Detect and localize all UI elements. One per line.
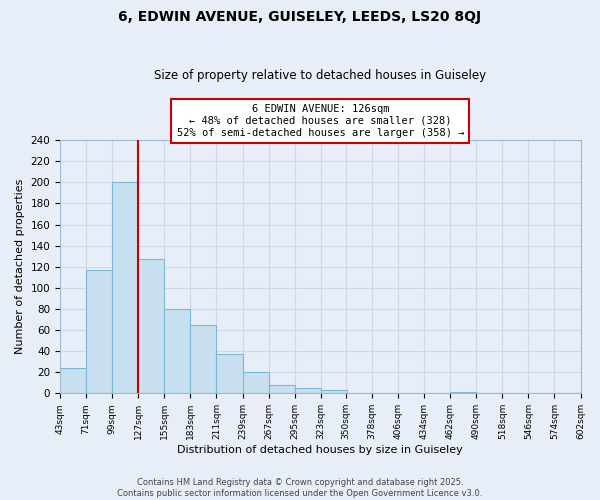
Title: Size of property relative to detached houses in Guiseley: Size of property relative to detached ho… [154, 69, 487, 82]
Bar [138, 260, 164, 394]
Bar [295, 388, 321, 394]
Bar [242, 372, 269, 394]
Bar [112, 182, 138, 394]
Bar [60, 368, 86, 394]
Text: 6 EDWIN AVENUE: 126sqm
← 48% of detached houses are smaller (328)
52% of semi-de: 6 EDWIN AVENUE: 126sqm ← 48% of detached… [176, 104, 464, 138]
Bar [190, 325, 217, 394]
Bar [217, 354, 242, 394]
Bar [321, 390, 347, 394]
Text: Contains HM Land Registry data © Crown copyright and database right 2025.
Contai: Contains HM Land Registry data © Crown c… [118, 478, 482, 498]
Bar [269, 385, 295, 394]
Bar [86, 270, 112, 394]
X-axis label: Distribution of detached houses by size in Guiseley: Distribution of detached houses by size … [178, 445, 463, 455]
Bar [450, 392, 476, 394]
Y-axis label: Number of detached properties: Number of detached properties [15, 179, 25, 354]
Bar [164, 309, 190, 394]
Text: 6, EDWIN AVENUE, GUISELEY, LEEDS, LS20 8QJ: 6, EDWIN AVENUE, GUISELEY, LEEDS, LS20 8… [118, 10, 482, 24]
